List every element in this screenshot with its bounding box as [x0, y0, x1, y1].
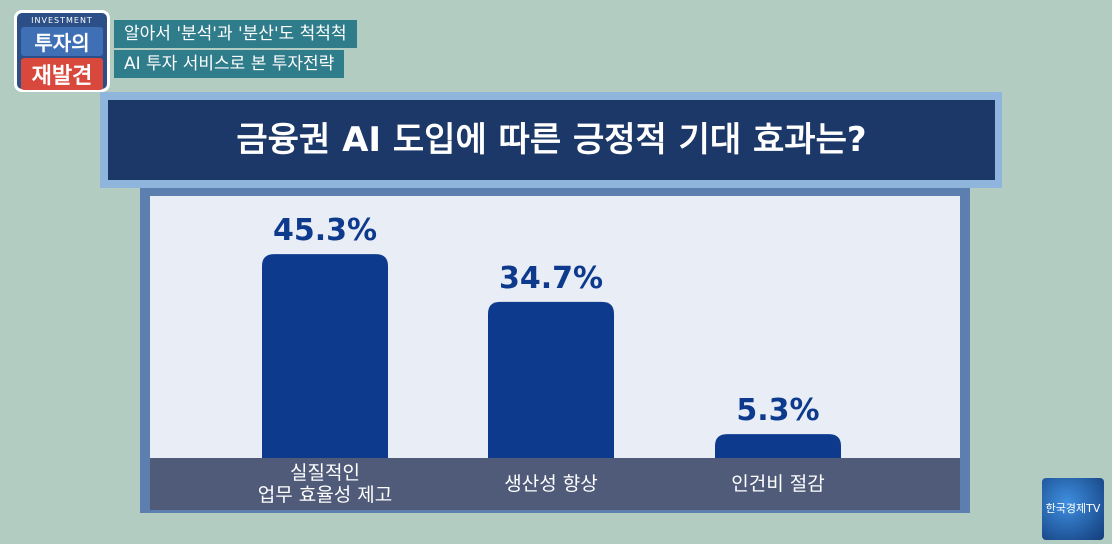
chart-panel: 45.3% 34.7% 5.3% 실질적인 업무 효율성 제고 생산성 향상 인건비 절…	[140, 188, 970, 513]
value-label: 34.7%	[499, 261, 603, 296]
channel-logo: 한국경제TV	[1042, 478, 1104, 540]
chart-title: 금융권 AI 도입에 따른 긍정적 기대 효과는?	[108, 100, 995, 180]
category-label: 인건비 절감	[731, 473, 825, 495]
headline: 알아서 '분석'과 '분산'도 척척척	[114, 20, 357, 48]
value-label: 5.3%	[736, 393, 819, 428]
badge-line: 재발견	[21, 58, 103, 90]
headline: AI 투자 서비스로 본 투자전략	[114, 50, 345, 78]
value-label: 45.3%	[273, 213, 377, 248]
category-band	[150, 458, 960, 510]
badge-line: 투자의	[21, 27, 103, 56]
category-label: 생산성 향상	[504, 473, 598, 495]
chart: 45.3% 34.7% 5.3%	[150, 196, 960, 510]
badge-small: INVESTMENT	[31, 16, 93, 25]
bar	[488, 301, 614, 458]
show-badge: INVESTMENT 투자의 재발견	[14, 10, 110, 92]
bar	[715, 434, 841, 458]
category-label: 실질적인 업무 효율성 제고	[257, 462, 393, 506]
bar	[262, 254, 388, 458]
